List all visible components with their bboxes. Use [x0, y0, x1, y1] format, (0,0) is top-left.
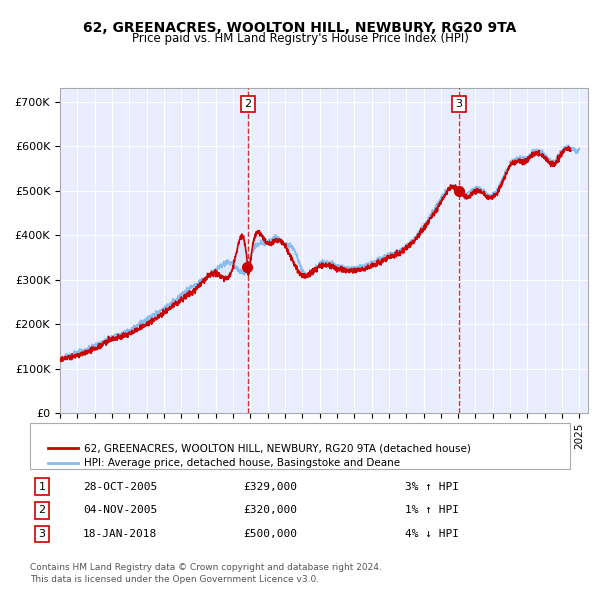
Text: Price paid vs. HM Land Registry's House Price Index (HPI): Price paid vs. HM Land Registry's House …: [131, 32, 469, 45]
Text: 18-JAN-2018: 18-JAN-2018: [83, 529, 157, 539]
Text: 2: 2: [38, 506, 46, 515]
Text: £329,000: £329,000: [243, 482, 297, 491]
Text: £500,000: £500,000: [243, 529, 297, 539]
Text: 2: 2: [244, 99, 251, 109]
Text: 3: 3: [38, 529, 46, 539]
Text: 62, GREENACRES, WOOLTON HILL, NEWBURY, RG20 9TA (detached house): 62, GREENACRES, WOOLTON HILL, NEWBURY, R…: [84, 444, 471, 453]
Text: 3: 3: [455, 99, 463, 109]
Text: HPI: Average price, detached house, Basingstoke and Deane: HPI: Average price, detached house, Basi…: [84, 458, 400, 468]
Text: 28-OCT-2005: 28-OCT-2005: [83, 482, 157, 491]
Text: 1: 1: [38, 482, 46, 491]
Text: Contains HM Land Registry data © Crown copyright and database right 2024.: Contains HM Land Registry data © Crown c…: [30, 563, 382, 572]
Text: 4% ↓ HPI: 4% ↓ HPI: [405, 529, 459, 539]
Text: This data is licensed under the Open Government Licence v3.0.: This data is licensed under the Open Gov…: [30, 575, 319, 584]
Text: £320,000: £320,000: [243, 506, 297, 515]
Text: 1% ↑ HPI: 1% ↑ HPI: [405, 506, 459, 515]
Text: 3% ↑ HPI: 3% ↑ HPI: [405, 482, 459, 491]
Text: 04-NOV-2005: 04-NOV-2005: [83, 506, 157, 515]
Text: 62, GREENACRES, WOOLTON HILL, NEWBURY, RG20 9TA: 62, GREENACRES, WOOLTON HILL, NEWBURY, R…: [83, 21, 517, 35]
